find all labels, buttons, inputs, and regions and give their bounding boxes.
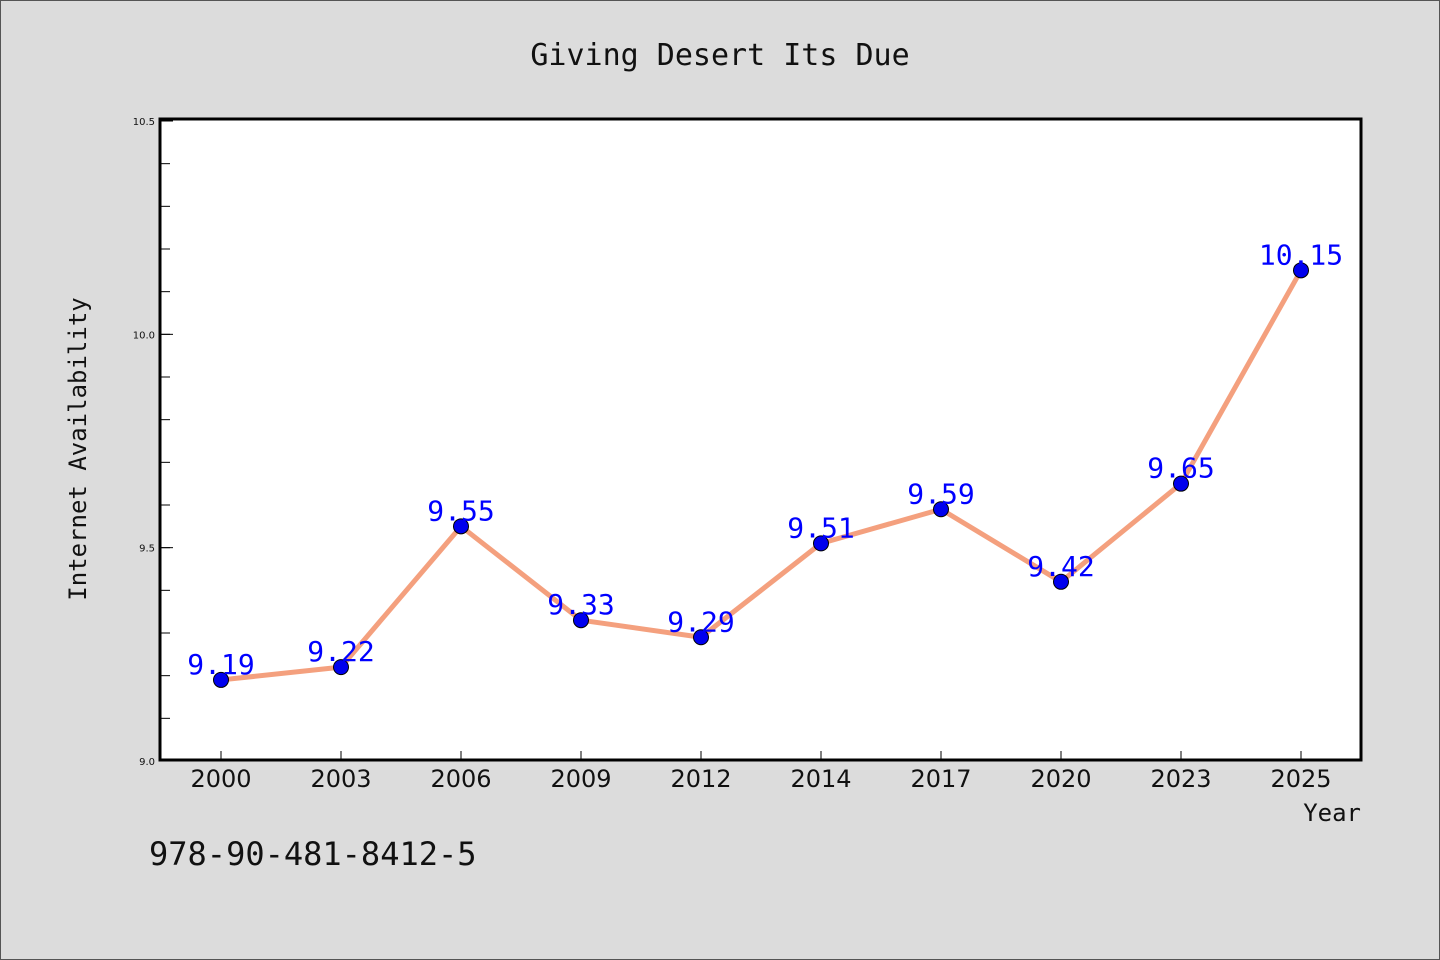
data-point [1173, 475, 1189, 492]
data-point [1053, 573, 1069, 590]
y-tick-label: 10.5 [133, 117, 155, 128]
chart-title: Giving Desert Its Due [530, 38, 909, 73]
y-tick-label: 9.5 [139, 544, 155, 555]
x-tick-label: 2020 [1030, 765, 1091, 793]
data-point [693, 629, 709, 646]
x-tick-label: 2014 [790, 765, 851, 793]
x-axis-label: Year [1303, 799, 1361, 827]
x-tick-label: 2025 [1270, 765, 1331, 793]
data-label: 10.15 [1259, 238, 1343, 271]
x-tick-label: 2012 [670, 765, 731, 793]
x-tick-label: 2000 [190, 765, 251, 793]
x-tick-label: 2023 [1150, 765, 1211, 793]
plot-area [158, 117, 1363, 762]
data-point [213, 671, 229, 688]
data-label: 9.55 [427, 494, 494, 527]
isbn-text: 978-90-481-8412-5 [149, 835, 477, 873]
x-tick-label: 2006 [430, 765, 491, 793]
data-label: 9.22 [307, 635, 374, 668]
data-label: 9.42 [1027, 550, 1094, 583]
data-label: 9.51 [787, 511, 854, 544]
data-point [933, 501, 949, 518]
data-label: 9.33 [547, 588, 614, 621]
data-point [333, 659, 349, 676]
y-tick-label: 9.0 [139, 757, 155, 768]
data-label: 9.65 [1147, 452, 1214, 485]
data-point [573, 612, 589, 629]
data-label: 9.59 [907, 477, 974, 510]
x-tick-label: 2017 [910, 765, 971, 793]
data-point [813, 535, 829, 552]
y-axis: 9.0 9.5 10.0 10.5 [133, 117, 173, 768]
x-tick-label: 2003 [310, 765, 371, 793]
y-tick-label: 10.0 [133, 330, 155, 341]
x-tick-label: 2009 [550, 765, 611, 793]
series-line [218, 267, 1304, 683]
data-point [1293, 262, 1309, 279]
y-axis-label: Internet Availability [64, 297, 92, 600]
x-axis: 2000 2003 2006 2009 2012 2014 2017 2020 2023 2025 [190, 751, 1332, 793]
data-label: 9.19 [187, 648, 254, 681]
data-label: 9.29 [667, 605, 734, 638]
data-point [453, 518, 469, 535]
series-layer: 9.19 9.22 9.55 9.33 9.29 9.51 9.59 9.42 9.65 10.1… [187, 238, 1343, 688]
